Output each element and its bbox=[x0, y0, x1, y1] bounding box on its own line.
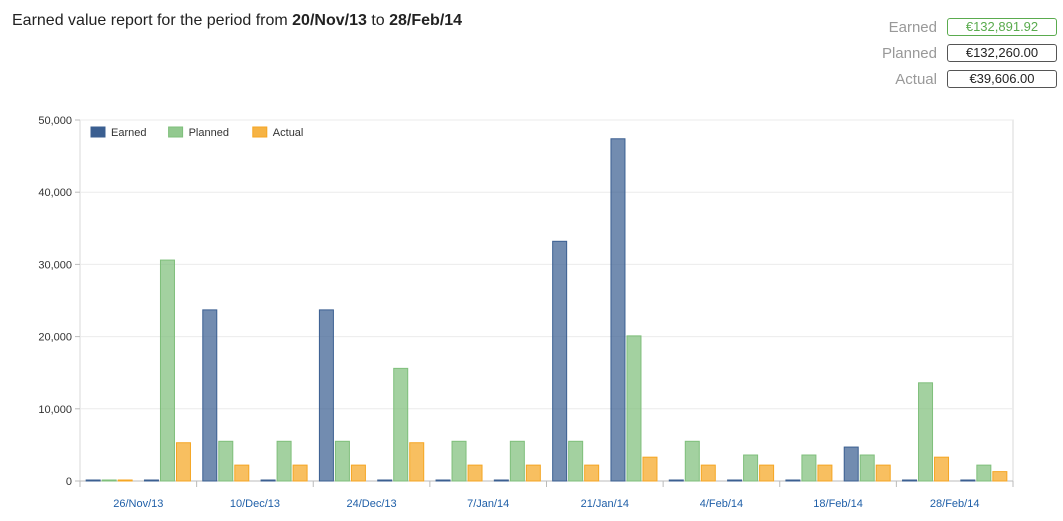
bar-actual bbox=[642, 456, 658, 482]
bar-planned bbox=[568, 440, 584, 482]
x-tick-label: 28/Feb/14 bbox=[930, 498, 980, 510]
bar-earned bbox=[960, 479, 976, 482]
bar-earned bbox=[493, 479, 509, 482]
bar-planned bbox=[218, 440, 234, 482]
x-tick-label: 26/Nov/13 bbox=[113, 498, 163, 510]
to-date: 28/Feb/14 bbox=[389, 12, 463, 29]
bar-earned bbox=[260, 479, 276, 482]
bar-actual bbox=[817, 464, 833, 482]
to-word: to bbox=[371, 12, 385, 29]
summary-row-actual: Actual €39,606.00 bbox=[817, 66, 1057, 92]
bar-earned bbox=[85, 479, 101, 482]
bar-actual bbox=[117, 479, 133, 482]
summary-row-earned: Earned €132,891.92 bbox=[817, 14, 1057, 40]
earned-label: Earned bbox=[888, 18, 937, 36]
bar-planned bbox=[276, 440, 292, 482]
bar-actual bbox=[234, 464, 250, 482]
y-tick-label: 20,000 bbox=[38, 332, 72, 344]
bar-planned bbox=[859, 454, 875, 482]
summary-panel: Earned €132,891.92 Planned €132,260.00 A… bbox=[817, 14, 1057, 92]
bar-planned bbox=[743, 454, 759, 482]
bar-planned bbox=[626, 335, 642, 482]
bar-planned bbox=[918, 382, 934, 482]
bar-actual bbox=[875, 464, 891, 482]
bar-earned bbox=[143, 479, 159, 482]
bar-planned bbox=[101, 479, 117, 482]
bar-actual bbox=[525, 464, 541, 482]
x-tick-label: 24/Dec/13 bbox=[346, 498, 396, 510]
bar-actual bbox=[700, 464, 716, 482]
y-tick-label: 30,000 bbox=[38, 259, 72, 271]
planned-value: €132,260.00 bbox=[947, 44, 1057, 62]
bar-earned bbox=[843, 446, 859, 482]
from-date: 20/Nov/13 bbox=[292, 12, 367, 29]
y-tick-label: 0 bbox=[66, 476, 72, 488]
bar-actual bbox=[992, 471, 1008, 482]
x-tick-label: 4/Feb/14 bbox=[700, 498, 743, 510]
planned-label: Planned bbox=[881, 44, 937, 62]
bar-actual bbox=[467, 464, 483, 482]
actual-label: Actual bbox=[895, 70, 937, 88]
legend-swatch-earned bbox=[90, 126, 106, 138]
actual-value: €39,606.00 bbox=[947, 70, 1057, 88]
bar-earned bbox=[727, 479, 743, 482]
legend-swatch-actual bbox=[252, 126, 268, 138]
bar-actual bbox=[934, 456, 950, 482]
bar-actual bbox=[409, 442, 425, 482]
bar-earned bbox=[785, 479, 801, 482]
legend-swatch-planned bbox=[168, 126, 184, 138]
y-tick-label: 40,000 bbox=[38, 187, 72, 199]
bar-planned bbox=[159, 259, 175, 482]
plot-area bbox=[79, 119, 1014, 482]
bar-earned bbox=[668, 479, 684, 482]
x-tick-label: 10/Dec/13 bbox=[230, 498, 280, 510]
earned-value: €132,891.92 bbox=[947, 18, 1057, 36]
bar-planned bbox=[976, 464, 992, 482]
bar-planned bbox=[393, 367, 409, 482]
legend-label-planned: Planned bbox=[189, 127, 229, 139]
bar-planned bbox=[334, 440, 350, 482]
bar-earned bbox=[552, 240, 568, 482]
legend-label-earned: Earned bbox=[111, 127, 146, 139]
bar-earned bbox=[377, 479, 393, 482]
earned-value-chart: 0 10,000 20,000 30,000 40,000 50,000 26/Nov/13… bbox=[38, 115, 1014, 510]
x-tick-label: 7/Jan/14 bbox=[467, 498, 509, 510]
bar-actual bbox=[584, 464, 600, 482]
y-tick-label: 50,000 bbox=[38, 115, 72, 127]
y-tick-label: 10,000 bbox=[38, 404, 72, 416]
bar-earned bbox=[318, 309, 334, 482]
bar-planned bbox=[451, 440, 467, 482]
bar-actual bbox=[292, 464, 308, 482]
summary-row-planned: Planned €132,260.00 bbox=[817, 40, 1057, 66]
legend-label-actual: Actual bbox=[273, 127, 304, 139]
x-tick-label: 21/Jan/14 bbox=[581, 498, 629, 510]
bar-actual bbox=[759, 464, 775, 482]
bar-earned bbox=[610, 138, 626, 482]
bar-earned bbox=[435, 479, 451, 482]
x-tick-label: 18/Feb/14 bbox=[813, 498, 863, 510]
bar-planned bbox=[509, 440, 525, 482]
bar-actual bbox=[350, 464, 366, 482]
bar-earned bbox=[902, 479, 918, 482]
title-prefix: Earned value report for the period from bbox=[12, 12, 288, 29]
bar-actual bbox=[175, 442, 191, 482]
bar-planned bbox=[684, 440, 700, 482]
bar-planned bbox=[801, 454, 817, 482]
bar-earned bbox=[202, 309, 218, 482]
report-title: Earned value report for the period from … bbox=[12, 12, 462, 30]
